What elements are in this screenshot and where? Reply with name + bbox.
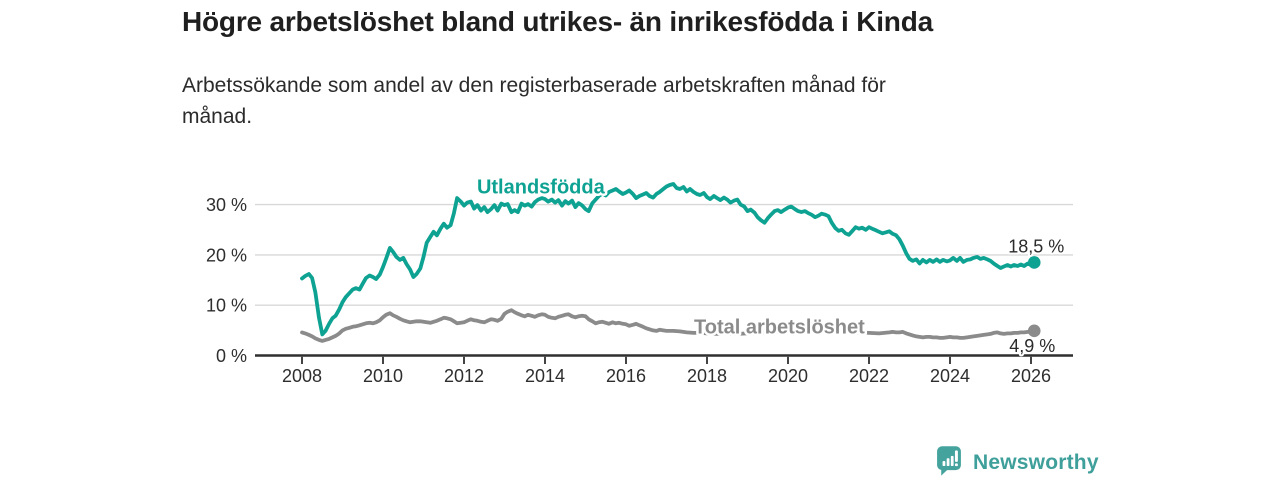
y-axis-label: 10 % (206, 296, 247, 316)
x-axis-label: 2022 (849, 366, 889, 386)
page-title: Högre arbetslöshet bland utrikes- än inr… (182, 6, 933, 37)
x-axis-label: 2012 (444, 366, 484, 386)
series-label: Total arbetslöshet (694, 316, 865, 338)
newsworthy-logo-icon (934, 444, 964, 482)
x-axis-label: 2010 (363, 366, 403, 386)
series-line-utlandsfodda (300, 182, 1037, 337)
y-axis-label: 20 % (206, 245, 247, 265)
series-end-dot (1027, 256, 1041, 269)
newsworthy-logo-text: Newsworthy (973, 451, 1099, 474)
series-line-total (300, 308, 1037, 343)
x-axis-label: 2020 (768, 366, 808, 386)
x-axis-label: 2014 (525, 366, 565, 386)
x-axis-label: 2008 (282, 366, 322, 386)
y-axis-label: 0 % (216, 346, 247, 366)
x-axis-label: 2024 (930, 366, 970, 386)
y-axis-label: 30 % (206, 195, 247, 215)
end-value-label: 4,9 % (1009, 336, 1055, 356)
branding: Newsworthy (934, 444, 1099, 482)
series-end-dot (1027, 324, 1041, 338)
end-value-label: 18,5 % (1008, 236, 1064, 256)
x-axis-label: 2016 (606, 366, 646, 386)
x-axis-label: 2018 (687, 366, 727, 386)
chart-subtitle: Arbetssökande som andel av den registerb… (182, 74, 886, 128)
x-axis-label: 2026 (1011, 366, 1051, 386)
series-label: Utlandsfödda (477, 177, 606, 199)
